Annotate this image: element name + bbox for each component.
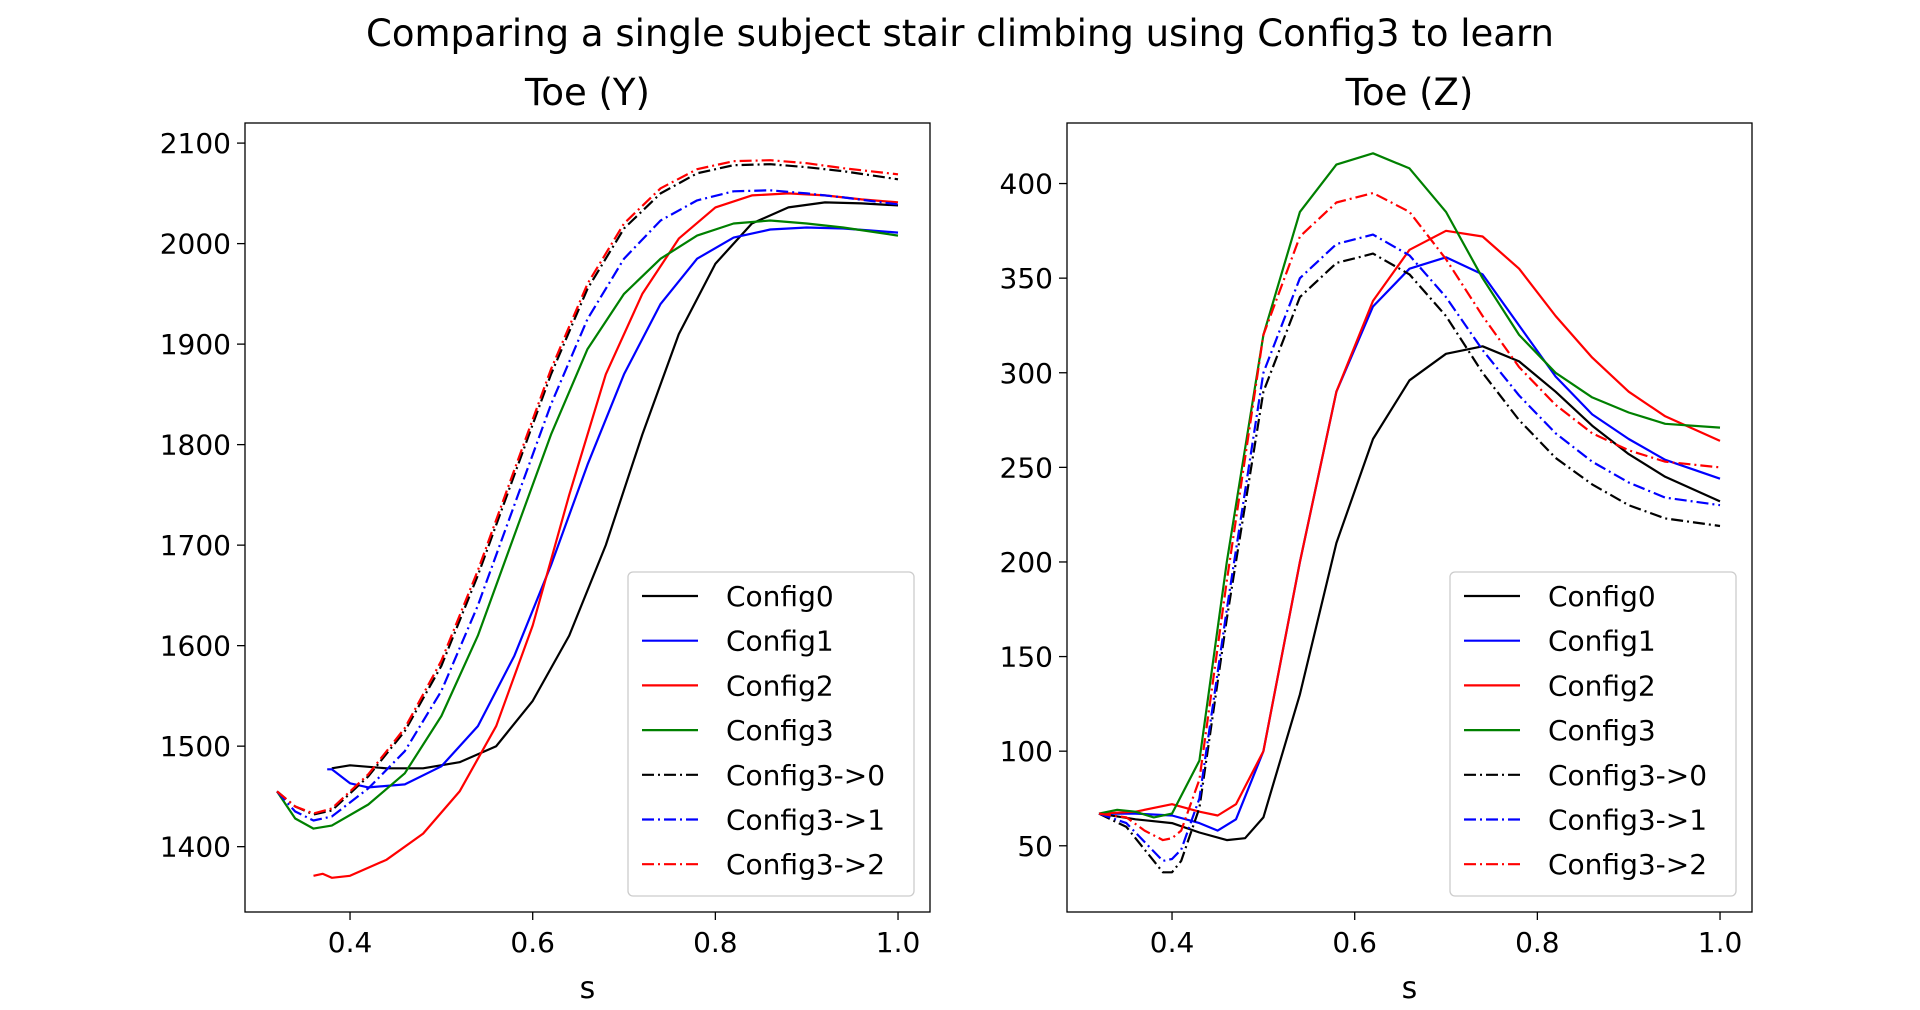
legend-label: Config2 bbox=[1548, 669, 1656, 702]
series-line bbox=[1098, 229, 1721, 817]
series-line bbox=[1098, 191, 1721, 842]
y-tick-label: 1900 bbox=[160, 328, 231, 361]
x-tick-label: 0.4 bbox=[328, 926, 373, 959]
y-tick-label: 1700 bbox=[160, 529, 231, 562]
chart-panel-1: Toe (Y) 0.4 0.6 0.8 1.0 1400 1500 1600 1700 1800 1… bbox=[160, 71, 931, 1006]
y-tick-label: 150 bbox=[1000, 641, 1053, 674]
series-group bbox=[276, 159, 899, 879]
series-line bbox=[276, 159, 899, 815]
legend-label: Config1 bbox=[726, 625, 834, 658]
x-tick-label: 0.8 bbox=[1515, 926, 1560, 959]
panel-title: Toe (Y) bbox=[524, 71, 650, 114]
series-line bbox=[1099, 256, 1721, 832]
y-tick-label: 350 bbox=[1000, 262, 1053, 295]
legend-label: Config2 bbox=[726, 669, 834, 702]
legend-label: Config1 bbox=[1548, 625, 1656, 658]
series-line bbox=[313, 192, 899, 879]
series-line bbox=[276, 219, 899, 830]
y-tick-label: 1800 bbox=[160, 429, 231, 462]
x-axis-label: s bbox=[1402, 971, 1418, 1006]
axes-frame bbox=[1066, 122, 1753, 913]
y-tick-label: 2000 bbox=[160, 228, 231, 261]
legend-label: Config3 bbox=[1548, 714, 1656, 747]
legend-box bbox=[627, 571, 915, 897]
legend-label: Config3->0 bbox=[726, 759, 885, 792]
series-group bbox=[1098, 152, 1721, 874]
series-line bbox=[1098, 233, 1721, 862]
y-tick-label: 50 bbox=[1017, 830, 1053, 863]
x-tick-label: 0.6 bbox=[510, 926, 555, 959]
legend: Config0 Config1 Config2 Config3 Config3->0 Co… bbox=[1449, 571, 1737, 897]
figure-title: Comparing a single subject stair climbin… bbox=[366, 12, 1554, 55]
legend-label: Config0 bbox=[726, 580, 834, 613]
series-line bbox=[276, 189, 899, 822]
legend-label: Config3->0 bbox=[1548, 759, 1707, 792]
axes-frame bbox=[244, 122, 931, 913]
x-tick-label: 1.0 bbox=[876, 926, 921, 959]
y-tick-label: 200 bbox=[1000, 546, 1053, 579]
legend-label: Config0 bbox=[1548, 580, 1656, 613]
y-tick-label: 2100 bbox=[160, 127, 231, 160]
legend-box bbox=[1449, 571, 1737, 897]
x-tick-label: 0.8 bbox=[693, 926, 738, 959]
legend-label: Config3->1 bbox=[726, 804, 885, 837]
y-tick-label: 1400 bbox=[160, 831, 231, 864]
series-line bbox=[331, 201, 899, 770]
legend-label: Config3->1 bbox=[1548, 804, 1707, 837]
series-line bbox=[276, 163, 899, 816]
panel-title: Toe (Z) bbox=[1345, 71, 1474, 114]
chart-panel-2: Toe (Z) 0.4 0.6 0.8 1.0 50 100 150 200 250 300 350 4… bbox=[1000, 71, 1753, 1006]
series-line bbox=[1098, 152, 1721, 819]
x-tick-label: 0.6 bbox=[1332, 926, 1377, 959]
legend-label: Config3 bbox=[726, 714, 834, 747]
y-tick-label: 400 bbox=[1000, 168, 1053, 201]
y-tick-label: 1500 bbox=[160, 730, 231, 763]
legend-label: Config3->2 bbox=[726, 848, 885, 881]
y-tick-label: 300 bbox=[1000, 357, 1053, 390]
x-tick-label: 0.4 bbox=[1150, 926, 1195, 959]
series-line bbox=[1098, 252, 1721, 874]
x-axis-label: s bbox=[580, 971, 596, 1006]
legend: Config0 Config1 Config2 Config3 Config3->0 Co… bbox=[627, 571, 915, 897]
y-tick-label: 1600 bbox=[160, 630, 231, 663]
x-tick-label: 1.0 bbox=[1698, 926, 1743, 959]
y-tick-label: 250 bbox=[1000, 451, 1053, 484]
series-line bbox=[1098, 345, 1721, 842]
legend-label: Config3->2 bbox=[1548, 848, 1707, 881]
y-tick-label: 100 bbox=[1000, 735, 1053, 768]
